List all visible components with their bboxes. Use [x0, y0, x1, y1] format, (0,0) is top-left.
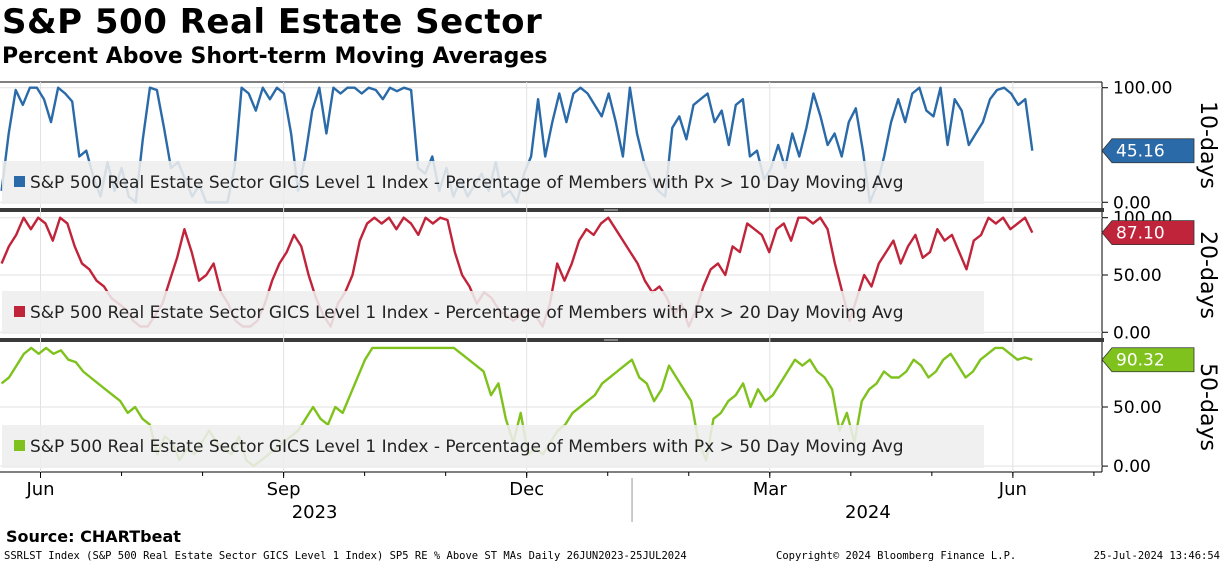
year-label: 2024 [845, 502, 891, 523]
panel-separator [0, 208, 1104, 212]
panel-p10: 100.00 0.00 S&P 500 Real Estate Sector GIC… [0, 79, 1220, 213]
legend-swatch [14, 440, 25, 451]
x-tick-label: Mar [753, 479, 788, 500]
axis-title-p50: 50-days [1195, 363, 1220, 451]
footer-index-info: SSRLST Index (S&P 500 Real Estate Sector… [4, 550, 687, 562]
footer-copyright: Copyright© 2024 Bloomberg Finance L.P. [776, 550, 1017, 562]
legend-label: S&P 500 Real Estate Sector GICS Level 1 … [30, 303, 904, 323]
axis-title-p10: 10-days [1195, 101, 1220, 189]
last-value-label: 87.10 [1116, 224, 1165, 244]
x-tick-label: Jun [25, 479, 54, 500]
legend-swatch [14, 306, 25, 317]
panel-p50: 50.00 0.00 S&P 500 Real Estate Sector GICS… [0, 346, 1220, 477]
year-label: 2023 [292, 502, 338, 523]
legend-shade [2, 291, 984, 334]
x-tick-label: Jun [998, 479, 1027, 500]
source-label: Source: CHARTbeat [6, 527, 181, 546]
legend-shade [2, 161, 984, 204]
x-tick-label: Dec [509, 479, 544, 500]
last-value-tag [1101, 220, 1195, 246]
y-tick-label: 0.00 [1113, 457, 1151, 477]
last-value-label: 90.32 [1116, 351, 1165, 371]
y-tick-label: 50.00 [1113, 266, 1162, 286]
last-value-tag [1101, 347, 1195, 373]
panel-separator [0, 338, 1104, 342]
y-tick-label: 0.00 [1113, 193, 1151, 213]
last-value-tag [1101, 138, 1195, 164]
y-tick-label: 50.00 [1113, 398, 1162, 418]
chart-title: S&P 500 Real Estate Sector [2, 2, 543, 42]
axis-title-p20: 20-days [1195, 231, 1220, 319]
legend-shade [2, 425, 984, 468]
legend-label: S&P 500 Real Estate Sector GICS Level 1 … [30, 173, 904, 193]
footer-timestamp: 25-Jul-2024 13:46:54 [1093, 550, 1220, 562]
legend-label: S&P 500 Real Estate Sector GICS Level 1 … [30, 437, 904, 457]
chart-subtitle: Percent Above Short-term Moving Averages [2, 44, 548, 69]
x-tick-label: Sep [267, 479, 301, 500]
y-tick-label: 0.00 [1113, 323, 1151, 343]
legend-swatch [14, 176, 25, 187]
y-tick-label: 100.00 [1113, 79, 1172, 99]
last-value-label: 45.16 [1116, 142, 1165, 162]
